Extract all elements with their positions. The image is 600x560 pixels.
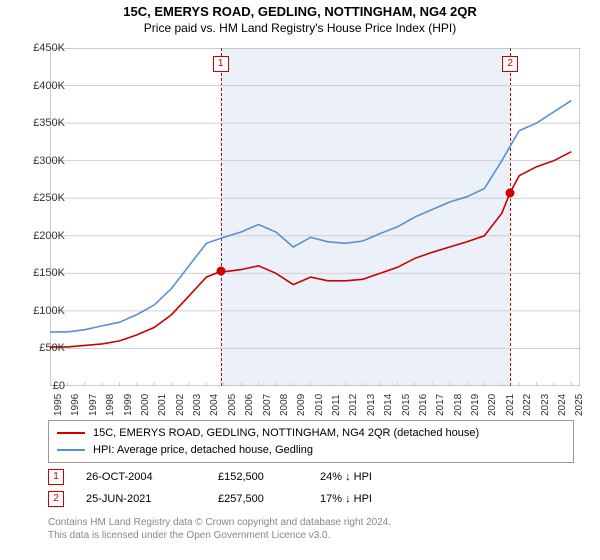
- xtick-label: 2025: [574, 394, 585, 416]
- chart-svg: [50, 48, 580, 386]
- sale-marker-1: 1: [213, 56, 229, 72]
- chart-subtitle: Price paid vs. HM Land Registry's House …: [0, 19, 600, 41]
- grid-lines: [50, 48, 580, 386]
- sales-row-date: 26-OCT-2004: [86, 471, 196, 483]
- xtick-label: 2009: [296, 394, 307, 416]
- legend-swatch-property: [57, 432, 85, 434]
- xtick-label: 1996: [70, 394, 81, 416]
- legend-swatch-hpi: [57, 449, 85, 451]
- ytick-label: £0: [53, 380, 65, 392]
- xtick-label: 2015: [401, 394, 412, 416]
- xtick-label: 2018: [453, 394, 464, 416]
- sales-row-price: £152,500: [218, 471, 298, 483]
- footer-line-1: Contains HM Land Registry data © Crown c…: [48, 516, 391, 529]
- xtick-label: 2006: [244, 394, 255, 416]
- xtick-label: 2004: [209, 394, 220, 416]
- xtick-label: 2022: [522, 394, 533, 416]
- xtick-label: 1997: [88, 394, 99, 416]
- sales-row-diff: 17% ↓ HPI: [320, 493, 420, 505]
- sales-row-diff: 24% ↓ HPI: [320, 471, 420, 483]
- chart-title: 15C, EMERYS ROAD, GEDLING, NOTTINGHAM, N…: [0, 0, 600, 19]
- xtick-label: 2020: [487, 394, 498, 416]
- legend-box: 15C, EMERYS ROAD, GEDLING, NOTTINGHAM, N…: [48, 420, 574, 463]
- xtick-label: 2000: [140, 394, 151, 416]
- xtick-label: 1995: [53, 394, 64, 416]
- ytick-label: £250K: [33, 192, 65, 204]
- sale-marker-2: 2: [502, 56, 518, 72]
- legend-row-property: 15C, EMERYS ROAD, GEDLING, NOTTINGHAM, N…: [57, 425, 565, 442]
- sales-table: 1 26-OCT-2004 £152,500 24% ↓ HPI 2 25-JUN-202…: [48, 466, 556, 510]
- xtick-label: 2008: [279, 394, 290, 416]
- sales-row: 2 25-JUN-2021 £257,500 17% ↓ HPI: [48, 488, 556, 510]
- xtick-label: 2011: [331, 394, 342, 416]
- ytick-label: £150K: [33, 267, 65, 279]
- ytick-label: £450K: [33, 42, 65, 54]
- xtick-label: 2010: [314, 394, 325, 416]
- ytick-label: £100K: [33, 305, 65, 317]
- xtick-label: 2024: [557, 394, 568, 416]
- ytick-label: £200K: [33, 230, 65, 242]
- sale-dot-2: [506, 188, 515, 197]
- ytick-label: £400K: [33, 80, 65, 92]
- xtick-label: 2016: [418, 394, 429, 416]
- xtick-label: 2007: [262, 394, 273, 416]
- xtick-label: 2014: [383, 394, 394, 416]
- xtick-label: 1999: [123, 394, 134, 416]
- sales-row-marker: 1: [48, 469, 64, 485]
- xtick-label: 2019: [470, 394, 481, 416]
- xtick-label: 2023: [540, 394, 551, 416]
- sales-row: 1 26-OCT-2004 £152,500 24% ↓ HPI: [48, 466, 556, 488]
- sales-row-date: 25-JUN-2021: [86, 493, 196, 505]
- sale-dot-1: [216, 267, 225, 276]
- xtick-label: 2001: [157, 394, 168, 416]
- legend-row-hpi: HPI: Average price, detached house, Gedl…: [57, 442, 565, 459]
- series-hpi: [50, 101, 571, 332]
- xtick-label: 2003: [192, 394, 203, 416]
- sales-row-price: £257,500: [218, 493, 298, 505]
- xtick-label: 2013: [366, 394, 377, 416]
- xtick-label: 2012: [348, 394, 359, 416]
- xtick-label: 2017: [435, 394, 446, 416]
- chart-area: 12: [50, 48, 580, 386]
- ytick-label: £350K: [33, 117, 65, 129]
- xtick-label: 2021: [505, 394, 516, 416]
- ytick-label: £50K: [39, 342, 65, 354]
- footer-line-2: This data is licensed under the Open Gov…: [48, 529, 391, 542]
- footer-text: Contains HM Land Registry data © Crown c…: [48, 516, 391, 542]
- xtick-label: 2005: [227, 394, 238, 416]
- xtick-label: 2002: [175, 394, 186, 416]
- ytick-label: £300K: [33, 155, 65, 167]
- xtick-label: 1998: [105, 394, 116, 416]
- legend-label-hpi: HPI: Average price, detached house, Gedl…: [93, 442, 313, 459]
- sales-row-marker: 2: [48, 491, 64, 507]
- legend-label-property: 15C, EMERYS ROAD, GEDLING, NOTTINGHAM, N…: [93, 425, 479, 442]
